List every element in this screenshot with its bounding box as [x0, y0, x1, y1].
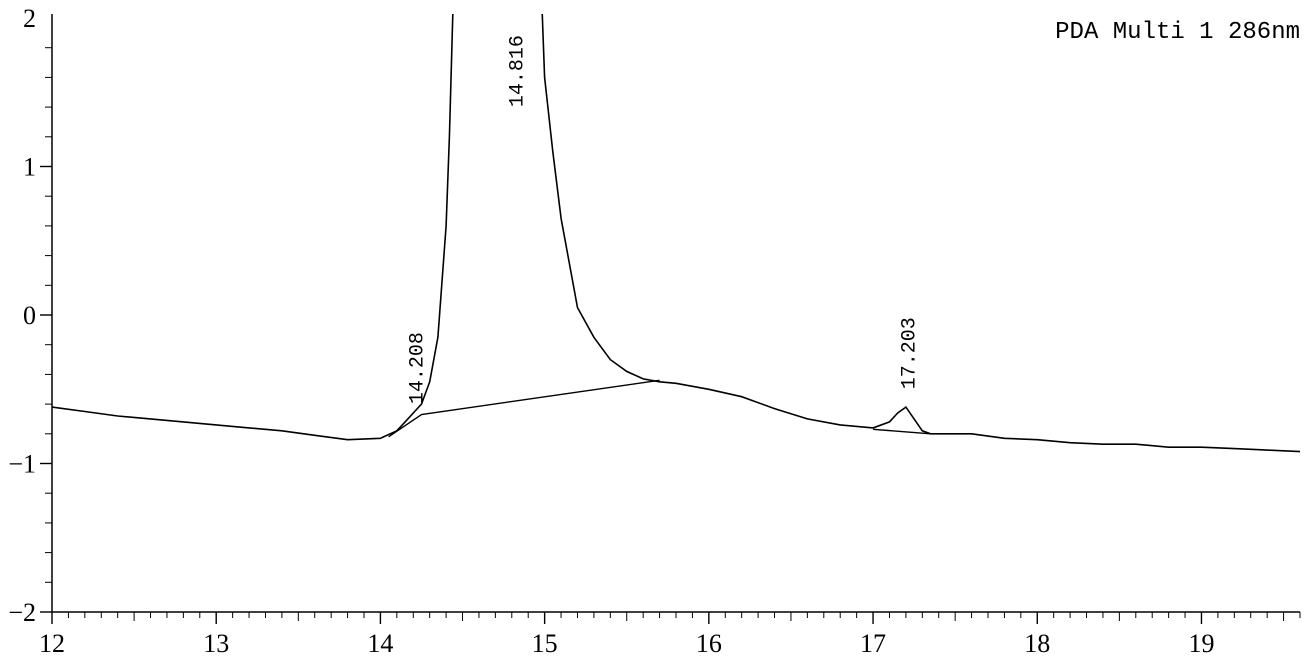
y-tick-label: −1 [8, 450, 36, 479]
y-tick-label: 0 [23, 301, 36, 330]
integration-baseline [388, 379, 660, 438]
y-tick-label-top: 2 [23, 4, 36, 33]
x-tick-label: 14 [367, 629, 393, 657]
y-tick-label: 1 [23, 153, 36, 182]
x-tick-label: 13 [203, 629, 229, 657]
peak-label: 17.203 [898, 317, 921, 389]
legend-label: PDA Multi 1 286nm [1055, 19, 1300, 46]
signal-line [52, 14, 1300, 453]
y-tick-label: −2 [8, 598, 36, 627]
axes-layer: 12 13 14 15 16 17 18 19 1 0 −1 −2 2 [8, 4, 1301, 657]
x-tick-label: 16 [696, 629, 722, 657]
label-layer: 14.208 14.816 17.203 [407, 35, 922, 404]
x-tick-label: 12 [39, 629, 65, 657]
x-tick-label: 19 [1188, 629, 1214, 657]
plot-layer [52, 14, 1300, 453]
x-tick-label: 17 [860, 629, 886, 657]
peak-label: 14.208 [407, 332, 430, 404]
peak-label: 14.816 [506, 35, 529, 107]
x-tick-label: 18 [1024, 629, 1050, 657]
x-tick-label: 15 [532, 629, 558, 657]
integration-baseline [873, 428, 931, 435]
